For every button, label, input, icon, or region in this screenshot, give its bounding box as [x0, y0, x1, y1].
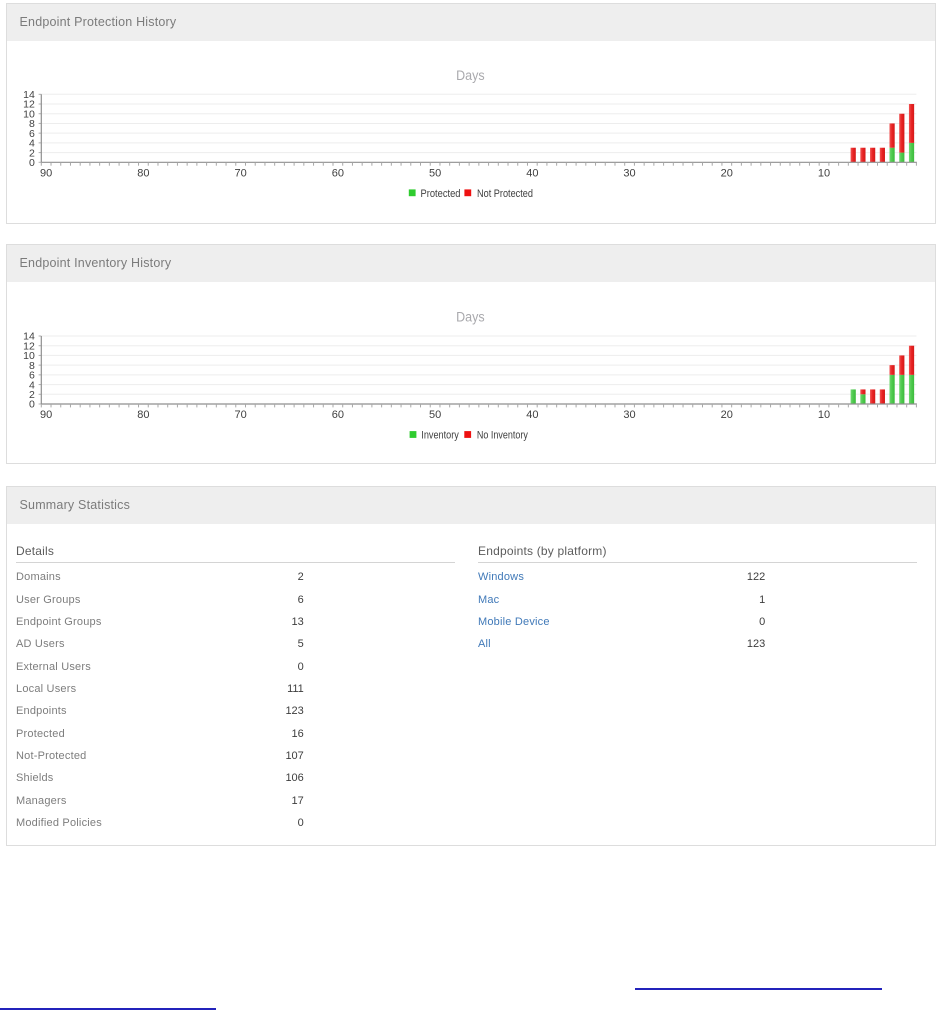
svg-text:10: 10 [23, 108, 35, 120]
svg-text:10: 10 [818, 409, 830, 421]
svg-text:Days: Days [456, 310, 485, 325]
svg-text:80: 80 [137, 409, 149, 421]
svg-text:14: 14 [23, 331, 35, 343]
svg-text:2: 2 [29, 389, 35, 401]
svg-text:20: 20 [721, 409, 733, 421]
svg-text:40: 40 [526, 167, 538, 179]
svg-text:80: 80 [137, 167, 149, 179]
svg-text:12: 12 [23, 99, 35, 111]
svg-text:50: 50 [429, 409, 441, 421]
svg-text:14: 14 [23, 89, 35, 101]
svg-text:90: 90 [40, 167, 52, 179]
svg-text:6: 6 [29, 128, 35, 140]
svg-text:Not Protected: Not Protected [477, 188, 533, 200]
svg-text:Protected: Protected [421, 188, 461, 200]
svg-text:60: 60 [332, 167, 344, 179]
svg-text:8: 8 [29, 360, 35, 372]
svg-text:30: 30 [623, 167, 635, 179]
svg-text:2: 2 [29, 147, 35, 159]
svg-text:4: 4 [29, 379, 35, 391]
svg-text:30: 30 [623, 409, 635, 421]
svg-text:10: 10 [818, 167, 830, 179]
svg-text:10: 10 [23, 350, 35, 362]
svg-text:6: 6 [29, 370, 35, 382]
svg-text:20: 20 [721, 167, 733, 179]
svg-text:70: 70 [235, 409, 247, 421]
svg-text:Days: Days [456, 68, 485, 83]
svg-text:0: 0 [29, 399, 35, 411]
svg-text:4: 4 [29, 138, 35, 150]
svg-text:50: 50 [429, 167, 441, 179]
svg-text:70: 70 [235, 167, 247, 179]
svg-text:60: 60 [332, 409, 344, 421]
svg-text:No Inventory: No Inventory [477, 430, 528, 442]
svg-text:40: 40 [526, 409, 538, 421]
svg-text:0: 0 [29, 157, 35, 169]
svg-text:12: 12 [23, 340, 35, 352]
svg-text:90: 90 [40, 409, 52, 421]
svg-text:8: 8 [29, 118, 35, 130]
svg-text:Inventory: Inventory [421, 430, 459, 442]
